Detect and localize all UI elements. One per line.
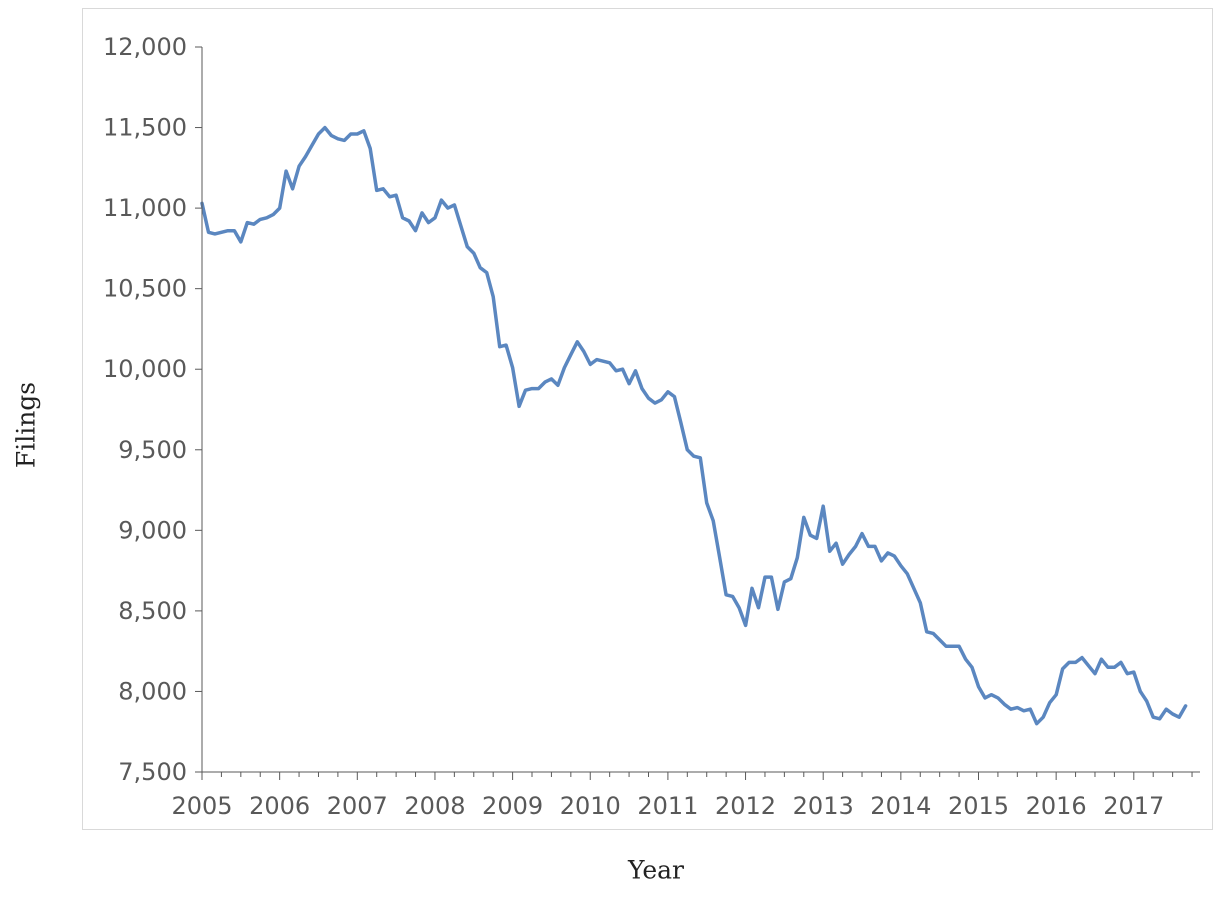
series-layer xyxy=(200,125,1188,726)
x-tick-label: 2009 xyxy=(482,792,543,820)
x-tick-label: 2008 xyxy=(404,792,465,820)
x-tick-label: 2014 xyxy=(870,792,931,820)
x-tick-label: 2016 xyxy=(1026,792,1087,820)
x-axis-title: Year xyxy=(628,855,684,885)
y-tick-label: 10,000 xyxy=(103,355,187,383)
x-tick-label: 2013 xyxy=(793,792,854,820)
x-tick-label: 2015 xyxy=(948,792,1009,820)
y-axis-title: Filings xyxy=(11,381,41,469)
y-tick-label: 8,000 xyxy=(118,677,187,705)
y-tick-label: 11,500 xyxy=(103,114,187,142)
x-tick-label: 2005 xyxy=(171,792,232,820)
y-tick-label: 11,000 xyxy=(103,194,187,222)
x-tick-label: 2006 xyxy=(249,792,310,820)
axis-ticks xyxy=(195,46,1193,780)
x-tick-label: 2011 xyxy=(637,792,698,820)
x-tick-label: 2010 xyxy=(560,792,621,820)
line-chart: 7,500 8,000 8,500 9,000 9,500 10,000 10,500 11,… xyxy=(103,33,1200,820)
x-tick-label: 2017 xyxy=(1103,792,1164,820)
y-tick-label: 12,000 xyxy=(103,33,187,61)
x-tick-label: 2012 xyxy=(715,792,776,820)
y-tick-label: 9,000 xyxy=(118,516,187,544)
y-tick-label: 9,500 xyxy=(118,436,187,464)
y-tick-label: 7,500 xyxy=(118,758,187,786)
x-tick-label: 2007 xyxy=(327,792,388,820)
y-tick-label: 8,500 xyxy=(118,597,187,625)
y-tick-label: 10,500 xyxy=(103,275,187,303)
chart-frame: 7,500 8,000 8,500 9,000 9,500 10,000 10,500 11,… xyxy=(82,8,1213,830)
tick-labels: 7,500 8,000 8,500 9,000 9,500 10,000 10,500 11,… xyxy=(103,33,1164,820)
series-line xyxy=(200,125,1188,726)
